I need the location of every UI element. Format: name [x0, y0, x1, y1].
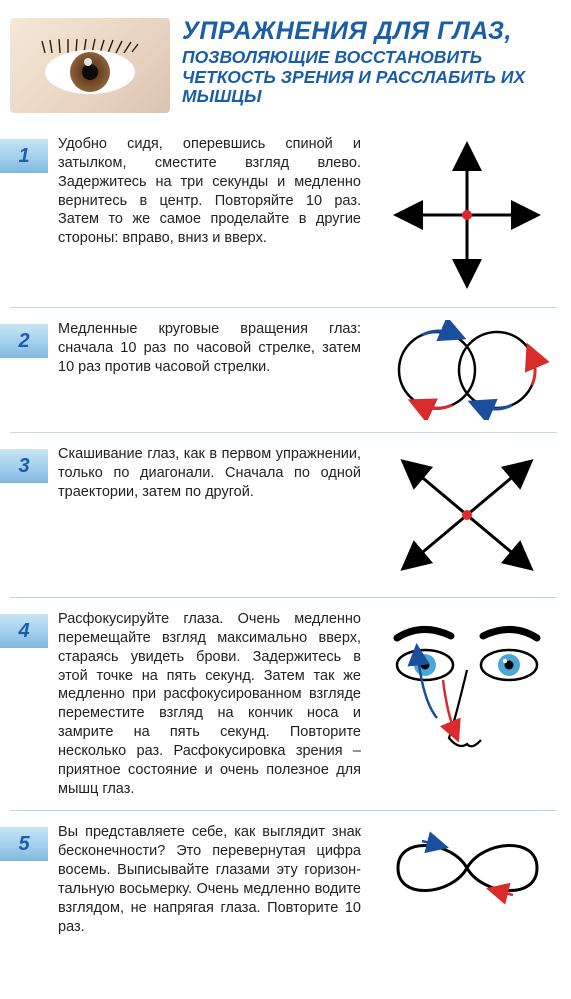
exercise-text: Медленные круговые вращения глаз: сначал… [58, 320, 367, 377]
diagram-two-circles [377, 320, 557, 420]
eye-photo [10, 18, 170, 113]
diagram-infinity [377, 823, 557, 913]
exercise-number-badge: 5 [0, 827, 48, 861]
header: УПРАЖНЕНИЯ ДЛЯ ГЛАЗ, ПОЗВОЛЯЮЩИЕ ВОССТАН… [0, 0, 571, 123]
exercise-number-badge: 3 [0, 449, 48, 483]
exercise-row: 3 Скашивание глаз, как в первом упражнен… [0, 433, 571, 597]
exercise-number-badge: 2 [0, 324, 48, 358]
title-subtitle: ПОЗВОЛЯЮЩИЕ ВОССТАНОВИТЬ ЧЕТКОСТЬ ЗРЕНИЯ… [182, 48, 551, 106]
exercise-row: 5 Вы представляете себе, как вы­глядит з… [0, 811, 571, 948]
diagram-cross-arrows [377, 135, 557, 295]
exercise-row: 1 Удобно сидя, оперевшись спиной и затыл… [0, 123, 571, 307]
exercise-row: 4 Расфокусируйте глаза. Очень мед­ленно … [0, 598, 571, 810]
diagram-eyes-nose [377, 610, 557, 780]
exercise-text: Скашивание глаз, как в первом упражнении… [58, 445, 367, 502]
title-main: УПРАЖНЕНИЯ ДЛЯ ГЛАЗ, [182, 18, 551, 44]
exercise-text: Вы представляете себе, как вы­глядит зна… [58, 823, 367, 936]
exercise-number-badge: 1 [0, 139, 48, 173]
diagram-x-arrows [377, 445, 557, 585]
exercise-row: 2 Медленные круговые вращения глаз: снач… [0, 308, 571, 432]
exercise-number-badge: 4 [0, 614, 48, 648]
exercise-text: Удобно сидя, оперевшись спиной и затылко… [58, 135, 367, 248]
infographic-page: УПРАЖНЕНИЯ ДЛЯ ГЛАЗ, ПОЗВОЛЯЮЩИЕ ВОССТАН… [0, 0, 571, 949]
title-block: УПРАЖНЕНИЯ ДЛЯ ГЛАЗ, ПОЗВОЛЯЮЩИЕ ВОССТАН… [182, 18, 551, 106]
exercise-text: Расфокусируйте глаза. Очень мед­ленно пе… [58, 610, 367, 798]
